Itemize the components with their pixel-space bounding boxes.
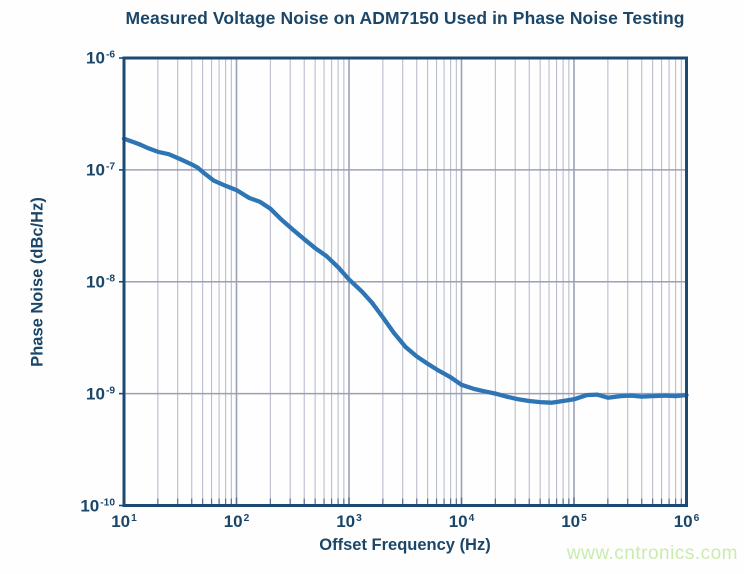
x-tick-label-10e4: 104 — [448, 511, 475, 531]
y-tick-label-10e-6: 10-6 — [86, 48, 115, 68]
y-axis-title: Phase Noise (dBc/Hz) — [28, 197, 47, 367]
x-tick-label-10e3: 103 — [336, 511, 362, 531]
noise-curve — [121, 136, 689, 405]
chart-title: Measured Voltage Noise on ADM7150 Used i… — [125, 8, 685, 28]
x-tick-label-10e6: 106 — [673, 511, 700, 531]
y-tick-label-10e-8: 10-8 — [86, 272, 115, 292]
x-axis-title: Offset Frequency (Hz) — [319, 536, 491, 554]
watermark-text: www.cntronics.com — [566, 543, 738, 564]
y-tick-label-10e-10: 10-10 — [80, 496, 115, 515]
x-tick-label-10e2: 102 — [223, 511, 250, 531]
grid-major-lines — [124, 58, 687, 506]
y-tick-label-10e-9: 10-9 — [86, 384, 115, 404]
plot-border — [122, 56, 688, 507]
x-tick-label-10e1: 101 — [111, 511, 137, 531]
x-tick-label-10e5: 105 — [561, 511, 587, 531]
y-tick-label-10e-7: 10-7 — [86, 160, 115, 180]
